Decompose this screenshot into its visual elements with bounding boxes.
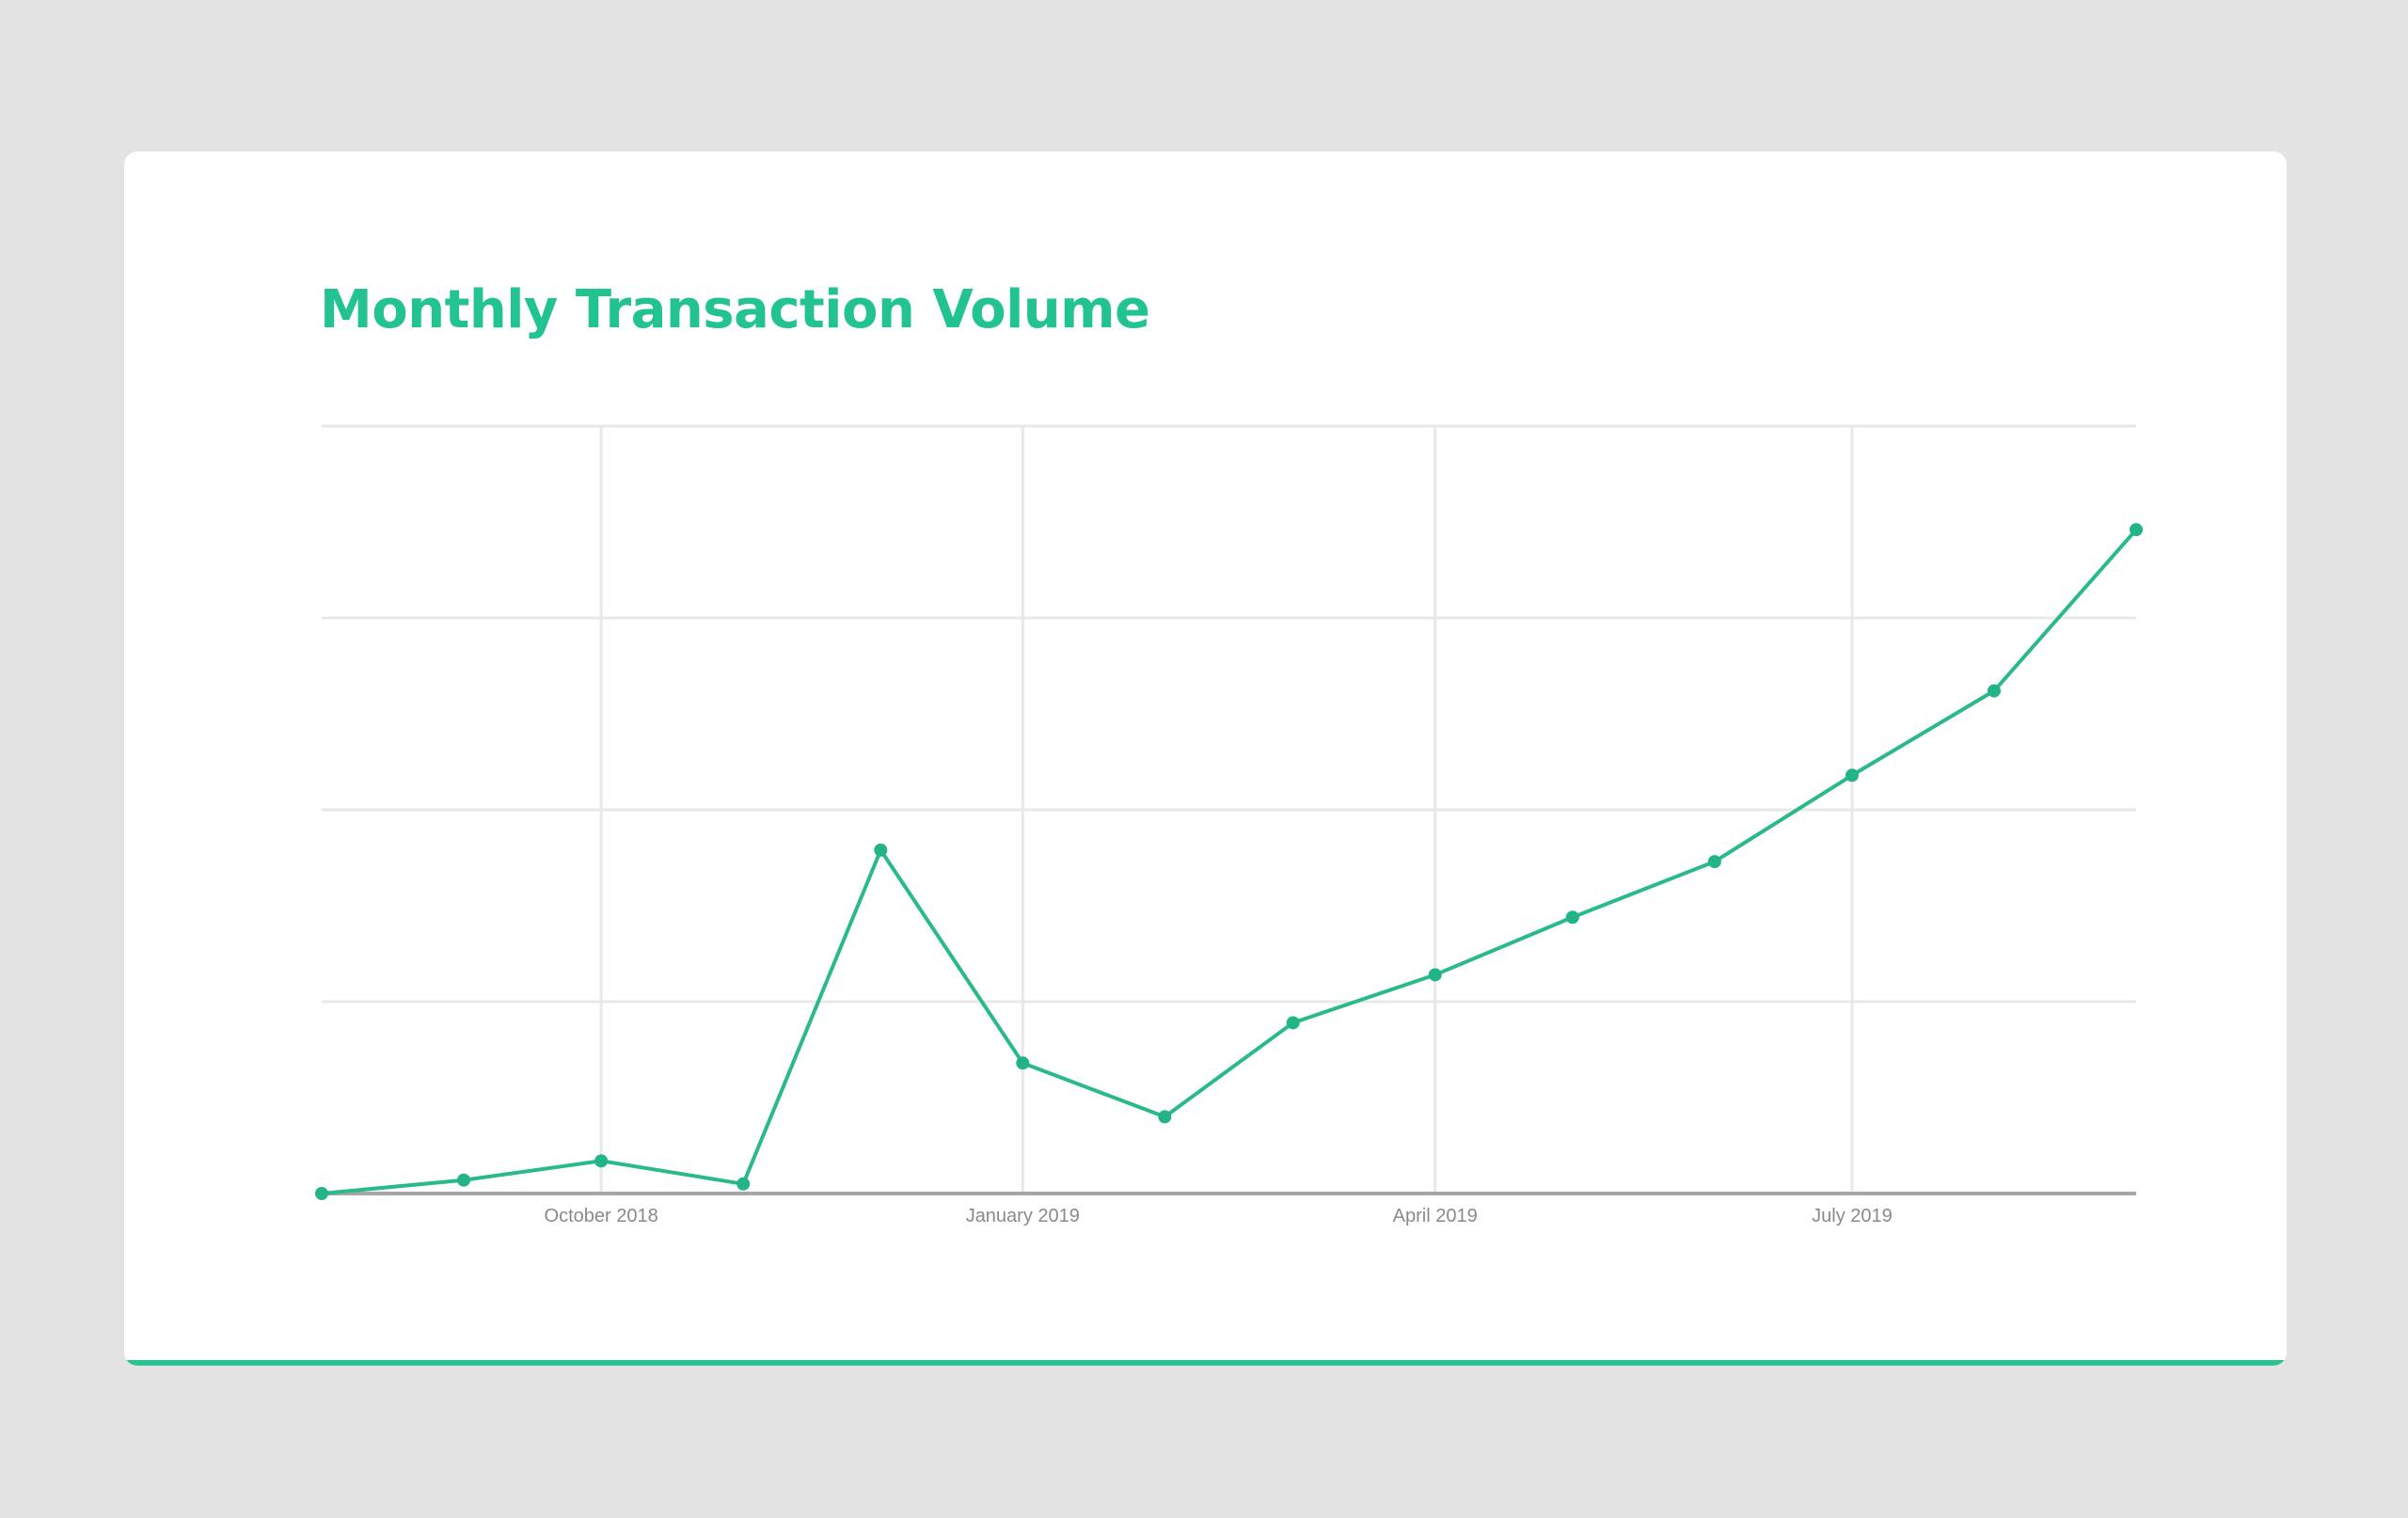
- chart-title: Monthly Transaction Volume: [320, 279, 1150, 340]
- line-chart: October 2018 January 2019 April 2019 July 2…: [315, 424, 2143, 1226]
- data-point[interactable]: [1428, 968, 1442, 982]
- series-line: [321, 528, 2138, 1195]
- x-tick-label: April 2019: [1393, 1206, 1478, 1226]
- grid: [322, 424, 2136, 1194]
- chart-card: Monthly Transaction Volume October 2018 J…: [124, 151, 2287, 1366]
- data-point[interactable]: [315, 1187, 328, 1200]
- data-point[interactable]: [737, 1177, 751, 1191]
- x-tick-label: July 2019: [1812, 1206, 1893, 1226]
- data-point[interactable]: [1286, 1016, 1300, 1030]
- data-point[interactable]: [2130, 523, 2143, 537]
- series-group: [315, 523, 2143, 1200]
- data-point[interactable]: [1987, 684, 2001, 698]
- card-accent-bar: [124, 1360, 2287, 1366]
- x-axis: October 2018 January 2019 April 2019 July 2…: [322, 1192, 2136, 1226]
- data-point[interactable]: [1565, 910, 1579, 925]
- data-point[interactable]: [1016, 1056, 1030, 1070]
- x-tick-label: October 2018: [545, 1206, 658, 1226]
- data-point[interactable]: [594, 1154, 609, 1168]
- data-point[interactable]: [457, 1173, 471, 1187]
- data-point[interactable]: [874, 843, 888, 857]
- x-tick-label: January 2019: [966, 1206, 1080, 1226]
- data-point[interactable]: [1845, 768, 1859, 783]
- data-point[interactable]: [1158, 1110, 1172, 1124]
- data-point[interactable]: [1707, 855, 1721, 869]
